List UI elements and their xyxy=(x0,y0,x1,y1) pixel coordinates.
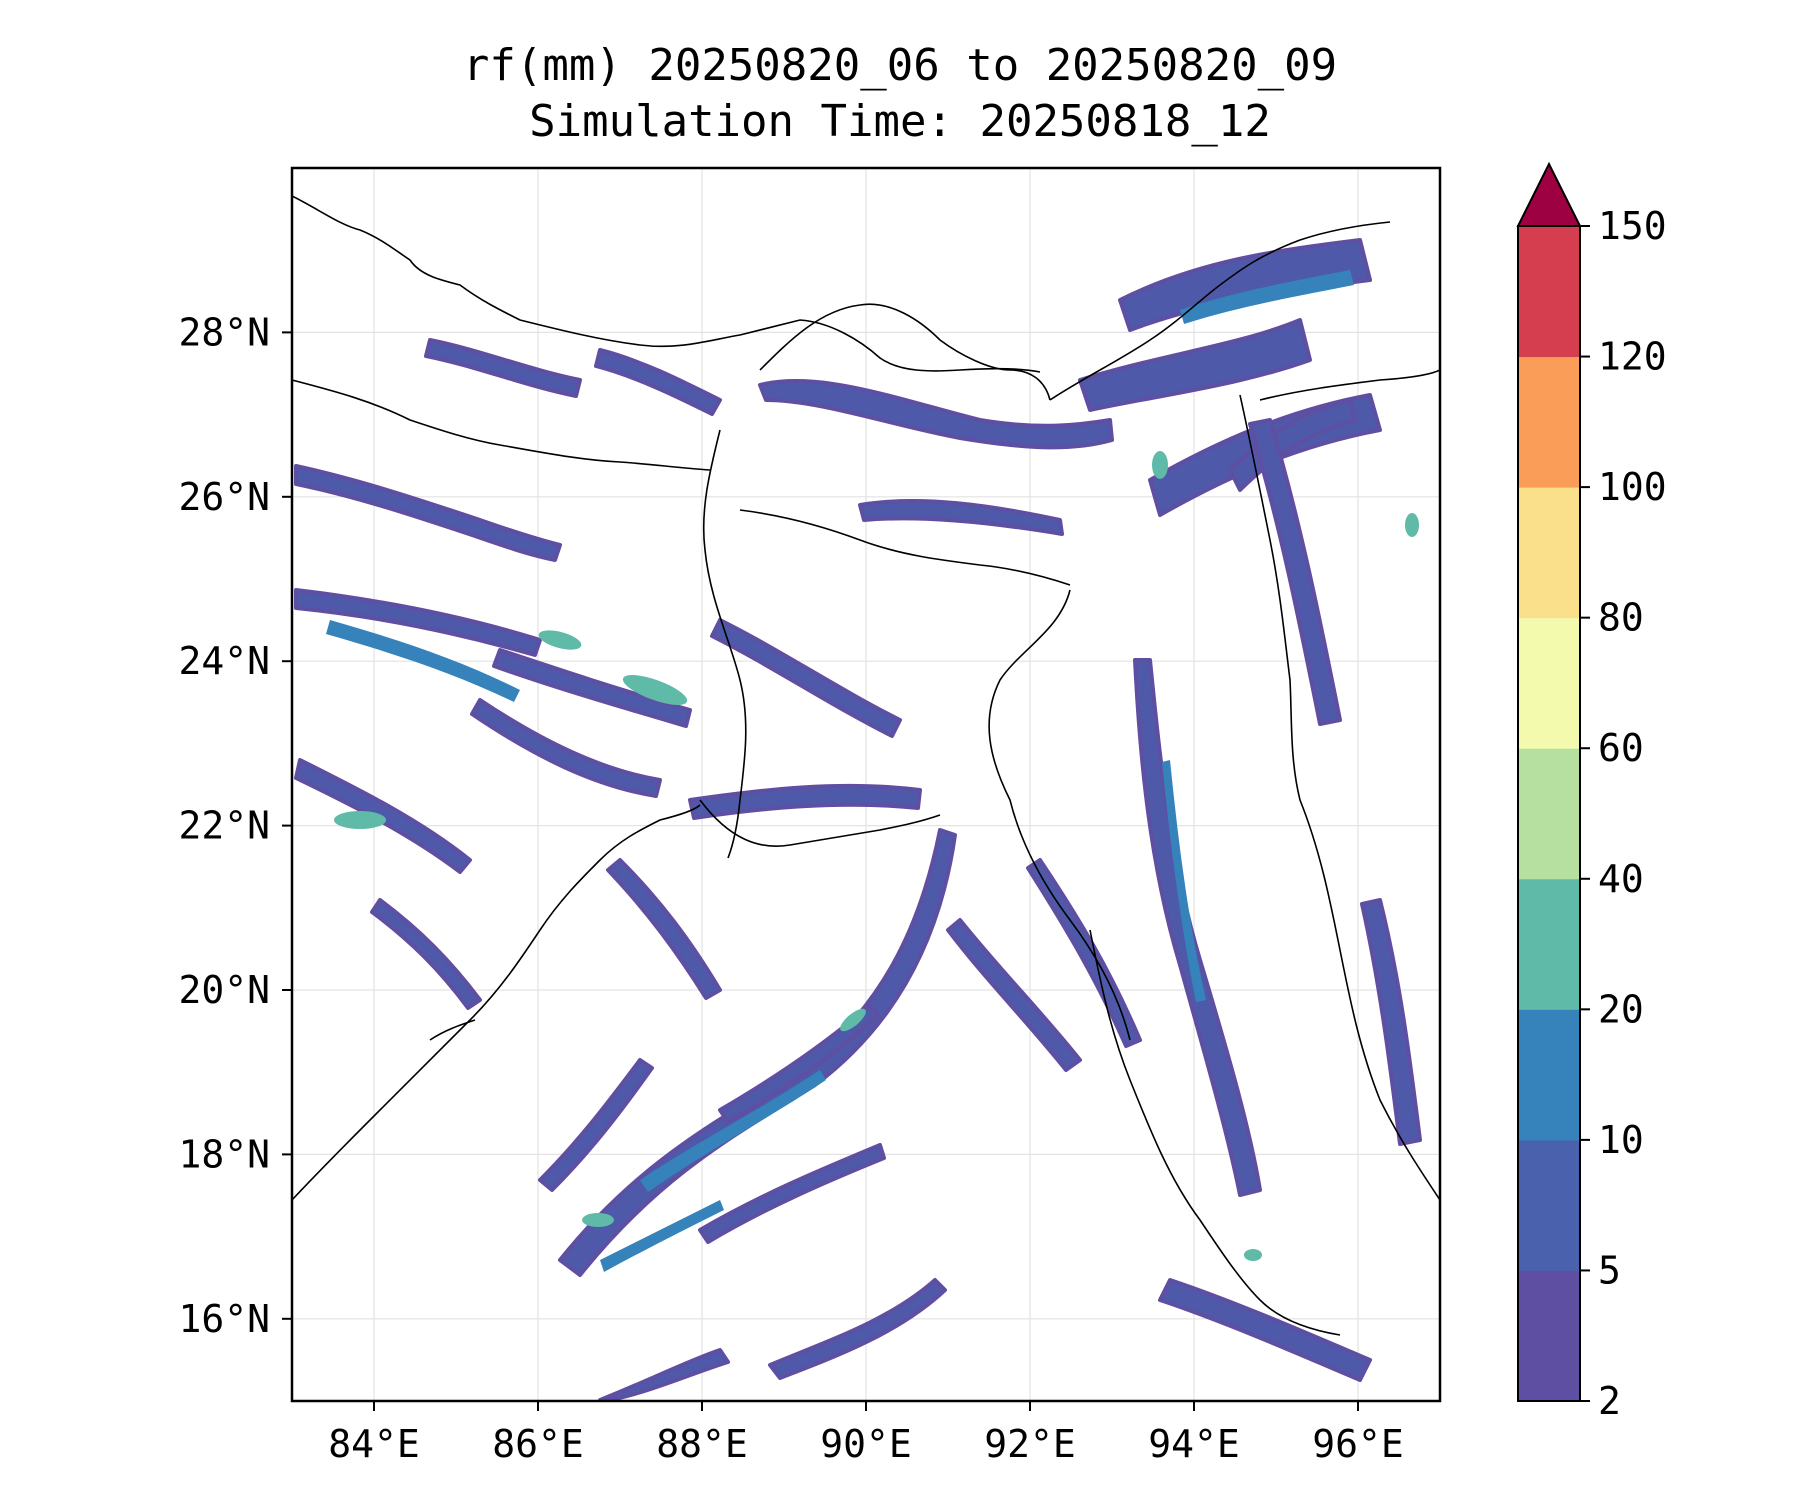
rain-band-nepal-east xyxy=(594,348,722,416)
rain-band-west-2 xyxy=(294,588,542,657)
rain-core-south xyxy=(600,1200,724,1272)
colorbar-segment xyxy=(1518,487,1580,619)
bangladesh-west xyxy=(702,429,747,859)
colorbar: 2 5 10 20 40 60 80 100 120 150 xyxy=(1516,161,1667,1423)
sundarbans-coast xyxy=(699,799,941,847)
rain-peak-west-india xyxy=(334,811,386,829)
rain-band-bay-central xyxy=(946,918,1082,1072)
rain-band-west-1 xyxy=(294,464,562,562)
rain-band-south-3 xyxy=(698,1143,886,1244)
colorbar-tick-label: 40 xyxy=(1598,857,1644,901)
lon-tick-label: 92°E xyxy=(984,1422,1076,1466)
india-nepal-border xyxy=(292,195,1041,373)
rain-band-bangladesh xyxy=(710,618,902,738)
lon-tick-label: 84°E xyxy=(328,1422,420,1466)
colorbar-segment xyxy=(1518,617,1580,749)
colorbar-tick-label: 5 xyxy=(1598,1248,1621,1292)
india-east-coast xyxy=(292,804,701,1201)
odisha-coast xyxy=(429,1019,476,1041)
rain-band-myanmar-2 xyxy=(1248,418,1342,726)
colorbar-tick-label: 20 xyxy=(1598,987,1644,1031)
rain-band-central-india xyxy=(606,858,722,1000)
rain-band-south-4 xyxy=(718,1003,880,1124)
lon-tick-label: 86°E xyxy=(492,1422,584,1466)
colorbar-segment xyxy=(1518,226,1580,358)
colorbar-segment xyxy=(1518,748,1580,880)
myanmar-northeast xyxy=(1259,369,1440,401)
bhutan-border xyxy=(759,303,1051,401)
rain-band-north-1 xyxy=(758,378,1114,450)
rain-band-nepal xyxy=(424,338,582,398)
rain-core-northeast xyxy=(1180,270,1354,324)
rain-band-south-1 xyxy=(598,1348,730,1401)
lat-tick-label: 22°N xyxy=(178,804,270,848)
lon-tick-label: 94°E xyxy=(1148,1422,1240,1466)
assam-north xyxy=(1049,221,1391,401)
colorbar-segment xyxy=(1518,1139,1580,1271)
rain-band-bay-east xyxy=(1026,858,1142,1048)
rain-peak-bengal xyxy=(622,675,688,705)
longitude-axis: 84°E 86°E 88°E 90°E 92°E 94°E 96°E xyxy=(328,1401,1404,1466)
myanmar-border xyxy=(1239,394,1440,1201)
rain-band-west-6 xyxy=(470,698,662,798)
rain-core-bay-arc xyxy=(640,1070,826,1192)
colorbar-tick-label: 60 xyxy=(1598,726,1644,770)
lon-tick-label: 90°E xyxy=(820,1422,912,1466)
colorbar-tick-label: 10 xyxy=(1598,1118,1644,1162)
rain-band-north-2 xyxy=(858,498,1064,536)
lat-tick-label: 26°N xyxy=(178,475,270,519)
lat-tick-label: 28°N xyxy=(178,310,270,354)
lon-tick-label: 96°E xyxy=(1312,1422,1404,1466)
colorbar-segment xyxy=(1518,1009,1580,1141)
rain-peak-bay-arc xyxy=(840,1008,866,1032)
lat-tick-label: 16°N xyxy=(178,1297,270,1341)
colorbar-tick-label: 120 xyxy=(1598,335,1667,379)
rain-band-myanmar-east xyxy=(1360,898,1422,1146)
rain-peak-myanmar xyxy=(1244,1249,1262,1261)
rain-peak-northeast xyxy=(1152,451,1168,479)
rain-peak-bengal-2 xyxy=(538,630,582,650)
rain-core-myanmar xyxy=(1162,760,1206,1002)
colorbar-extend-arrow xyxy=(1516,161,1582,227)
rain-band-myanmar-south xyxy=(1158,1278,1372,1382)
map-title: rf(mm) 20250820_06 to 20250820_09 xyxy=(462,40,1338,91)
rain-core-west xyxy=(326,620,520,702)
rain-band-west-4 xyxy=(370,898,482,1010)
nepal-south-border xyxy=(292,379,711,471)
colorbar-tick-label: 80 xyxy=(1598,596,1644,640)
rain-band-delta xyxy=(688,783,922,820)
rain-band-south-2 xyxy=(768,1278,947,1380)
colorbar-tick-label: 2 xyxy=(1598,1379,1621,1423)
map-subtitle: Simulation Time: 20250818_12 xyxy=(529,96,1271,147)
coastlines-and-borders xyxy=(292,195,1440,1336)
latitude-axis: 16°N 18°N 20°N 22°N 24°N 26°N 28°N xyxy=(178,310,292,1341)
colorbar-tick-label: 100 xyxy=(1598,465,1667,509)
rain-peak-northeast-2 xyxy=(1405,513,1419,537)
colorbar-tick-label: 150 xyxy=(1598,204,1667,248)
rainfall-contours xyxy=(294,238,1422,1401)
colorbar-segment xyxy=(1518,356,1580,488)
colorbar-frame xyxy=(1517,225,1581,1402)
rain-peak-odisha xyxy=(582,1213,614,1227)
rain-band-odisha-coast xyxy=(538,1058,654,1192)
myanmar-coast xyxy=(1089,929,1341,1336)
lat-tick-label: 18°N xyxy=(178,1132,270,1176)
lat-tick-label: 20°N xyxy=(178,968,270,1012)
colorbar-segment xyxy=(1518,878,1580,1010)
lat-tick-label: 24°N xyxy=(178,639,270,683)
lon-tick-label: 88°E xyxy=(656,1422,748,1466)
bangladesh-north xyxy=(739,509,1071,586)
rain-band-northeast-2 xyxy=(1078,318,1312,412)
colorbar-segment xyxy=(1518,1270,1580,1402)
rain-band-west-5 xyxy=(492,648,692,728)
